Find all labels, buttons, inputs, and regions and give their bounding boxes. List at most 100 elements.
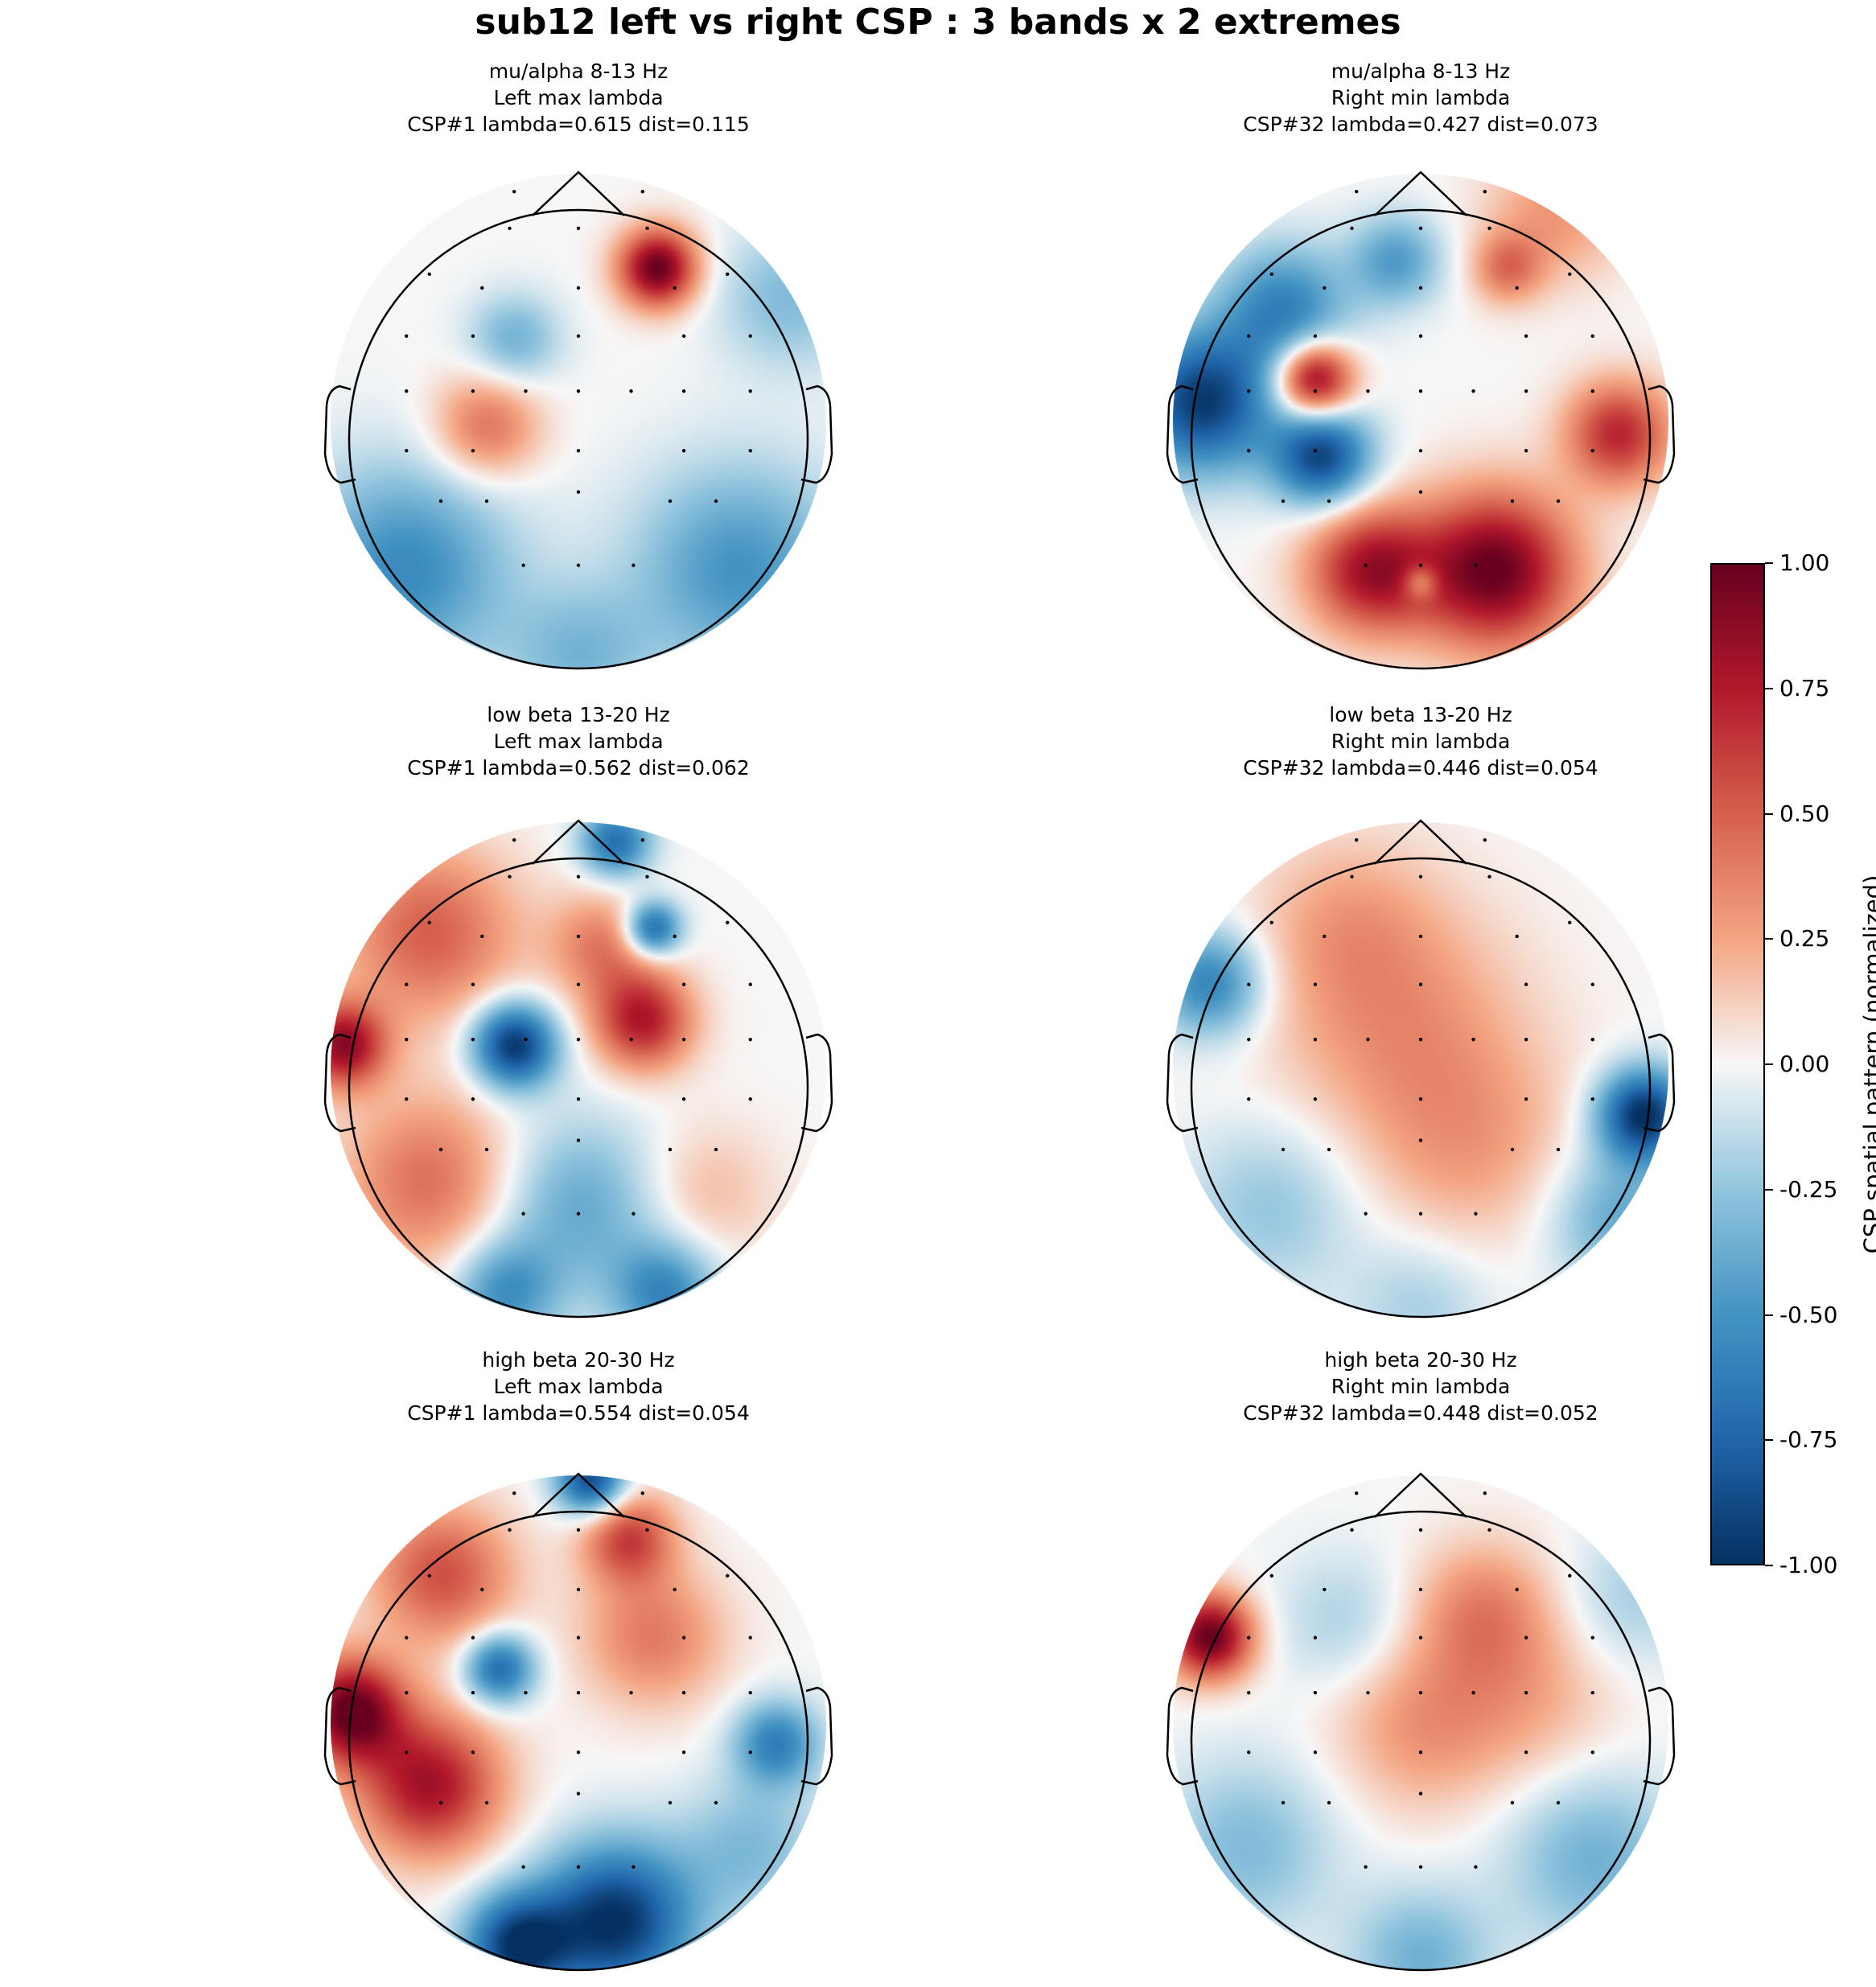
right-ear-outline xyxy=(1643,385,1676,484)
right-ear-outline xyxy=(1643,1033,1676,1133)
electrode-dot xyxy=(1590,1750,1594,1755)
electrode-dot xyxy=(1418,449,1423,453)
electrode-dot xyxy=(1524,982,1528,986)
electrode-dot xyxy=(471,1037,475,1042)
electrode-dot xyxy=(673,286,677,290)
topomap-field xyxy=(331,1475,826,1971)
electrode-dot xyxy=(512,1491,516,1495)
electrode-dot xyxy=(576,1750,581,1755)
electrode-dot xyxy=(748,1750,752,1755)
panel-title-line: Right min lambda xyxy=(1331,1375,1511,1398)
electrode-dot xyxy=(681,334,686,338)
electrode-dot xyxy=(1474,563,1478,567)
electrode-dot xyxy=(645,226,649,230)
electrode-dot xyxy=(714,499,718,504)
electrode-dot xyxy=(576,1528,581,1532)
electrode-dot xyxy=(1269,272,1273,276)
electrode-dot xyxy=(1568,1574,1572,1578)
electrode-dot xyxy=(405,1635,409,1639)
electrode-dot xyxy=(1269,920,1273,924)
electrode-dot xyxy=(645,874,649,878)
electrode-dot xyxy=(1313,1690,1318,1695)
electrode-dot xyxy=(1515,286,1519,290)
panel-title: mu/alpha 8-13 Hz Right min lambda CSP#32 l… xyxy=(1099,58,1742,138)
electrode-dot xyxy=(1313,1097,1318,1101)
colorbar-tick xyxy=(1765,938,1773,940)
electrode-dot xyxy=(668,499,673,504)
electrode-dot xyxy=(1524,1635,1528,1639)
electrode-dot xyxy=(1281,1800,1286,1805)
electrode-dot xyxy=(1418,334,1423,338)
electrode-dot xyxy=(1350,1528,1354,1532)
colorbar-tick xyxy=(1765,1188,1773,1191)
electrode-dot xyxy=(576,934,581,939)
electrode-dot xyxy=(576,490,581,494)
topomap-field xyxy=(331,174,826,669)
electrode-dot xyxy=(681,1635,686,1639)
electrode-dot xyxy=(1474,1212,1478,1216)
electrode-dot xyxy=(748,1097,752,1101)
electrode-dot xyxy=(1590,334,1594,338)
electrode-dot xyxy=(512,838,516,842)
electrode-dot xyxy=(1487,1528,1491,1532)
electrode-dot xyxy=(668,1800,673,1805)
electrode-dot xyxy=(1355,1491,1359,1495)
electrode-dot xyxy=(1247,334,1251,338)
colorbar-tick xyxy=(1765,562,1773,564)
electrode-dot xyxy=(1471,389,1475,393)
electrode-dot xyxy=(1418,874,1423,878)
electrode-dot xyxy=(1524,1690,1528,1695)
panel-title-line: CSP#32 lambda=0.427 dist=0.073 xyxy=(1243,113,1598,136)
left-ear-outline xyxy=(323,385,356,484)
electrode-dot xyxy=(673,934,677,939)
electrode-dot xyxy=(748,449,752,453)
electrode-dot xyxy=(1281,1147,1286,1152)
left-ear-outline xyxy=(323,1033,356,1133)
electrode-dot xyxy=(1524,1750,1528,1755)
electrode-dot xyxy=(748,334,752,338)
electrode-dot xyxy=(405,334,409,338)
panel-title-line: mu/alpha 8-13 Hz xyxy=(488,60,669,83)
head-outline xyxy=(1190,1510,1652,1972)
head-outline xyxy=(1190,857,1652,1318)
electrode-dot xyxy=(1483,838,1487,842)
electrode-dot xyxy=(714,1147,718,1152)
left-ear-outline xyxy=(1166,385,1199,484)
right-ear-outline xyxy=(800,385,833,484)
electrode-dot xyxy=(1590,1690,1594,1695)
colorbar-tick-label: -0.25 xyxy=(1779,1175,1838,1203)
electrode-dot xyxy=(726,272,730,276)
electrode-dot xyxy=(748,982,752,986)
colorbar-tick xyxy=(1765,1314,1773,1316)
electrode-dot xyxy=(1590,389,1594,393)
topomap-field xyxy=(331,822,826,1318)
electrode-dot xyxy=(681,1037,686,1042)
panel-title-line: high beta 20-30 Hz xyxy=(1324,1348,1517,1372)
electrode-dot xyxy=(512,190,516,194)
electrode-dot xyxy=(748,1037,752,1042)
left-ear-outline xyxy=(1166,1033,1199,1133)
panel-title: high beta 20-30 Hz Left max lambda CSP#1 l… xyxy=(257,1347,900,1426)
electrode-dot xyxy=(1327,499,1331,504)
electrode-dot xyxy=(471,982,475,986)
electrode-dot xyxy=(632,563,636,567)
electrode-dot xyxy=(576,449,581,453)
electrode-dot xyxy=(1355,838,1359,842)
electrode-dot xyxy=(576,1212,581,1216)
electrode-dot xyxy=(1483,1491,1487,1495)
panel-title-line: mu/alpha 8-13 Hz xyxy=(1331,60,1511,83)
electrode-dot xyxy=(1418,982,1423,986)
topomap-panel xyxy=(1166,819,1676,1318)
electrode-dot xyxy=(1366,1037,1370,1042)
nose-outline xyxy=(1374,1472,1467,1518)
right-ear-outline xyxy=(800,1033,833,1133)
colorbar-tick-label: 1.00 xyxy=(1779,549,1830,576)
electrode-dot xyxy=(1418,286,1423,290)
electrode-dot xyxy=(471,1635,475,1639)
electrode-dot xyxy=(405,1750,409,1755)
colorbar-tick-label: 0.00 xyxy=(1779,1051,1830,1077)
electrode-dot xyxy=(1524,1037,1528,1042)
electrode-dot xyxy=(576,1097,581,1101)
electrode-dot xyxy=(1418,1750,1423,1755)
panel-title-line: CSP#32 lambda=0.446 dist=0.054 xyxy=(1243,756,1598,780)
